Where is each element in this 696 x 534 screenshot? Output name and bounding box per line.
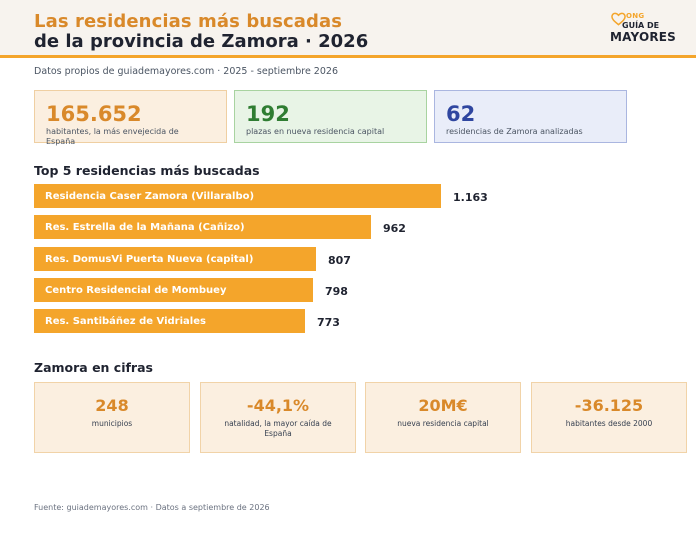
logo-ong-text: ONG	[626, 12, 645, 20]
bar-label: Res. Estrella de la Mañana (Cañizo)	[45, 222, 245, 234]
cifra-card-municipios: 248 municipios	[34, 382, 190, 453]
cifra-label: municipios	[91, 419, 133, 428]
guia-de-mayores-logo[interactable]: ONG GUÍA DE MAYORES	[608, 11, 676, 45]
cifra-card-habitantes: -36.125 habitantes desde 2000	[531, 382, 687, 453]
bar-label: Res. DomusVi Puerta Nueva (capital)	[45, 253, 254, 265]
kpi-card-habitantes: 165.652 habitantes, la más envejecida de…	[34, 90, 227, 146]
bar: Centro Residencial de Mombuey	[34, 277, 313, 302]
cifra-label: habitantes desde 2000	[565, 419, 653, 428]
chart-title: Top 5 residencias más buscadas	[34, 163, 260, 178]
bar-label: Res. Santibáñez de Vidriales	[45, 316, 206, 328]
bar-value-label: 798	[325, 284, 348, 298]
bar-row: Res. Santibáñez de Vidriales 773	[34, 309, 365, 334]
subtitle: Datos propios de guiademayores.com · 202…	[34, 66, 338, 77]
kpi-value: 62	[446, 102, 476, 126]
header: Las residencias más buscadas de la provi…	[0, 0, 696, 58]
cifra-card-inversion: 20M€ nueva residencia capital	[365, 382, 521, 453]
bar: Res. Estrella de la Mañana (Cañizo)	[34, 215, 371, 240]
bar-chart: Residencia Caser Zamora (Villaralbo) 1.16…	[34, 184, 674, 336]
bar-label: Residencia Caser Zamora (Villaralbo)	[45, 191, 255, 202]
bar: Res. Santibáñez de Vidriales	[34, 309, 305, 334]
title-line-2: de la provincia de Zamora · 2026	[34, 31, 369, 52]
cifras-title: Zamora en cifras	[34, 360, 153, 375]
kpi-value: 192	[246, 102, 290, 126]
cifra-label: nueva residencia capital	[397, 419, 489, 428]
bar-row: Res. Estrella de la Mañana (Cañizo) 962	[34, 215, 431, 240]
bar-row: Centro Residencial de Mombuey 798	[34, 277, 373, 302]
bar: Res. DomusVi Puerta Nueva (capital)	[34, 246, 316, 271]
bar-value-label: 962	[383, 222, 406, 236]
kpi-value: 165.652	[46, 102, 142, 126]
cifra-label: natalidad, la mayor caída de España	[224, 419, 332, 438]
cifra-value: 20M€	[418, 396, 468, 415]
kpi-label: plazas en nueva residencia capital	[246, 127, 385, 136]
kpi-label: habitantes, la más envejecida de España	[46, 127, 179, 146]
kpi-card-residencias: 62 residencias de Zamora analizadas	[434, 90, 627, 143]
bar-value-label: 773	[317, 316, 340, 330]
logo-guia-text: GUÍA DE	[622, 21, 660, 30]
bar-row: Residencia Caser Zamora (Villaralbo) 1.16…	[34, 184, 501, 208]
bar-value-label: 807	[328, 253, 351, 267]
cifra-value: -36.125	[574, 396, 644, 415]
cifra-value: 248	[95, 396, 129, 415]
kpi-card-plazas: 192 plazas en nueva residencia capital	[234, 90, 427, 143]
bar-row: Res. DomusVi Puerta Nueva (capital) 807	[34, 246, 376, 271]
heart-icon	[611, 12, 626, 26]
footer-source: Fuente: guiademayores.com · Datos a sept…	[34, 503, 270, 512]
logo-mayores-text: MAYORES	[610, 30, 677, 44]
cifra-value: -44,1%	[246, 396, 310, 415]
kpi-label: residencias de Zamora analizadas	[446, 127, 583, 136]
cifra-card-natalidad: -44,1% natalidad, la mayor caída de Espa…	[200, 382, 356, 453]
bar: Residencia Caser Zamora (Villaralbo)	[34, 184, 441, 208]
title-line-1: Las residencias más buscadas	[34, 11, 343, 32]
bar-label: Centro Residencial de Mombuey	[45, 284, 227, 296]
bar-value-label: 1.163	[453, 191, 488, 204]
